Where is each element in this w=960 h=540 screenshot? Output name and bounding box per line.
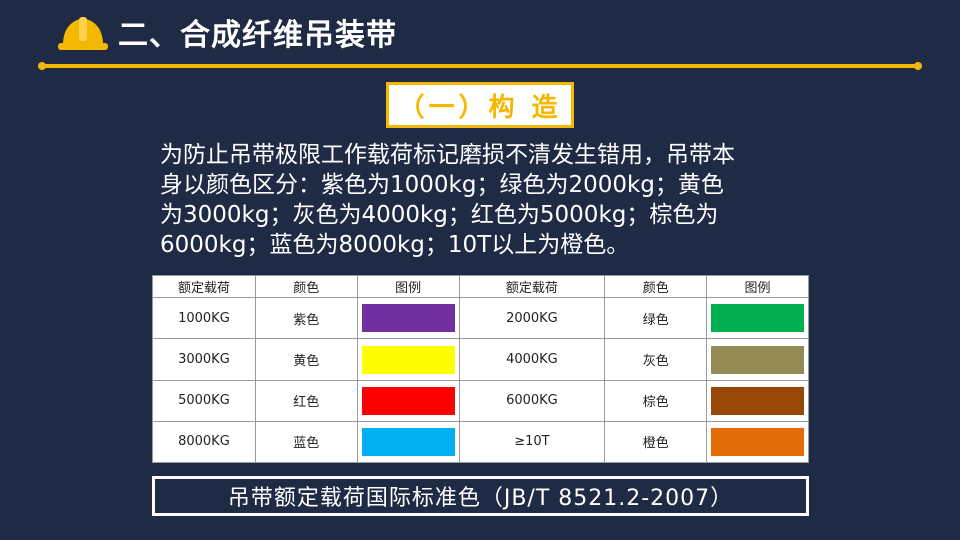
- color-swatch: [361, 304, 455, 333]
- rated-load-cell: 1000KG: [152, 297, 256, 340]
- section-heading-label: （一）构 造: [398, 92, 562, 123]
- rated-load-cell: 6000KG: [458, 379, 606, 422]
- underline-dot-right: [914, 62, 922, 70]
- table-header-row: 额定载荷 颜色 图例 额定载荷 颜色 图例: [152, 274, 809, 299]
- color-swatch: [361, 386, 455, 415]
- table-row: 8000KG 蓝色 ≥10T 橙色: [152, 420, 809, 464]
- color-name-cell: 橙色: [604, 420, 708, 464]
- standard-caption: 吊带额定载荷国际标准色（JB/T 8521.2-2007）: [227, 486, 734, 511]
- slide-header: 二、合成纤维吊装带: [0, 0, 960, 80]
- color-name-cell: 棕色: [604, 379, 708, 422]
- color-swatch: [711, 386, 804, 415]
- color-name-cell: 灰色: [604, 338, 708, 381]
- load-color-table: 额定载荷 颜色 图例 额定载荷 颜色 图例 1000KG 紫色 2000KG 绿…: [152, 274, 809, 464]
- section-heading: （一）构 造: [386, 82, 574, 128]
- header-legend: 图例: [706, 274, 809, 299]
- intro-paragraph: 为防止吊带极限工作载荷标记磨损不清发生错用，吊带本 身以颜色区分：紫色为1000…: [160, 140, 810, 260]
- color-swatch: [711, 304, 804, 333]
- table-row: 3000KG 黄色 4000KG 灰色: [152, 338, 809, 381]
- intro-line: 6000kg；蓝色为8000kg；10T以上为橙色。: [160, 232, 630, 258]
- header-legend: 图例: [356, 274, 460, 299]
- header-color: 颜色: [604, 274, 708, 299]
- color-name-cell: 绿色: [604, 297, 708, 340]
- hard-hat-icon: [58, 17, 108, 50]
- title-underline: [42, 64, 918, 68]
- color-name-cell: 紫色: [254, 297, 358, 340]
- rated-load-cell: 8000KG: [152, 420, 256, 464]
- page-title: 二、合成纤维吊装带: [118, 18, 397, 53]
- header-rated-load: 额定载荷: [152, 274, 256, 299]
- color-swatch: [711, 427, 804, 456]
- color-swatch: [361, 345, 455, 374]
- rated-load-cell: 3000KG: [152, 338, 256, 381]
- underline-dot-left: [38, 62, 46, 70]
- color-name-cell: 红色: [254, 379, 358, 422]
- intro-line: 身以颜色区分：紫色为1000kg；绿色为2000kg；黄色: [160, 172, 724, 198]
- table-row: 1000KG 紫色 2000KG 绿色: [152, 297, 809, 340]
- color-swatch: [361, 427, 455, 456]
- intro-line: 为3000kg；灰色为4000kg；红色为5000kg；棕色为: [160, 202, 719, 228]
- color-swatch: [711, 345, 804, 374]
- header-rated-load: 额定载荷: [458, 274, 606, 299]
- intro-line: 为防止吊带极限工作载荷标记磨损不清发生错用，吊带本: [160, 142, 735, 168]
- color-name-cell: 蓝色: [254, 420, 358, 464]
- header-color: 颜色: [254, 274, 358, 299]
- rated-load-cell: 5000KG: [152, 379, 256, 422]
- table-row: 5000KG 红色 6000KG 棕色: [152, 379, 809, 422]
- rated-load-cell: ≥10T: [458, 420, 606, 464]
- color-name-cell: 黄色: [254, 338, 358, 381]
- standard-caption-box: 吊带额定载荷国际标准色（JB/T 8521.2-2007）: [152, 476, 809, 516]
- rated-load-cell: 2000KG: [458, 297, 606, 340]
- rated-load-cell: 4000KG: [458, 338, 606, 381]
